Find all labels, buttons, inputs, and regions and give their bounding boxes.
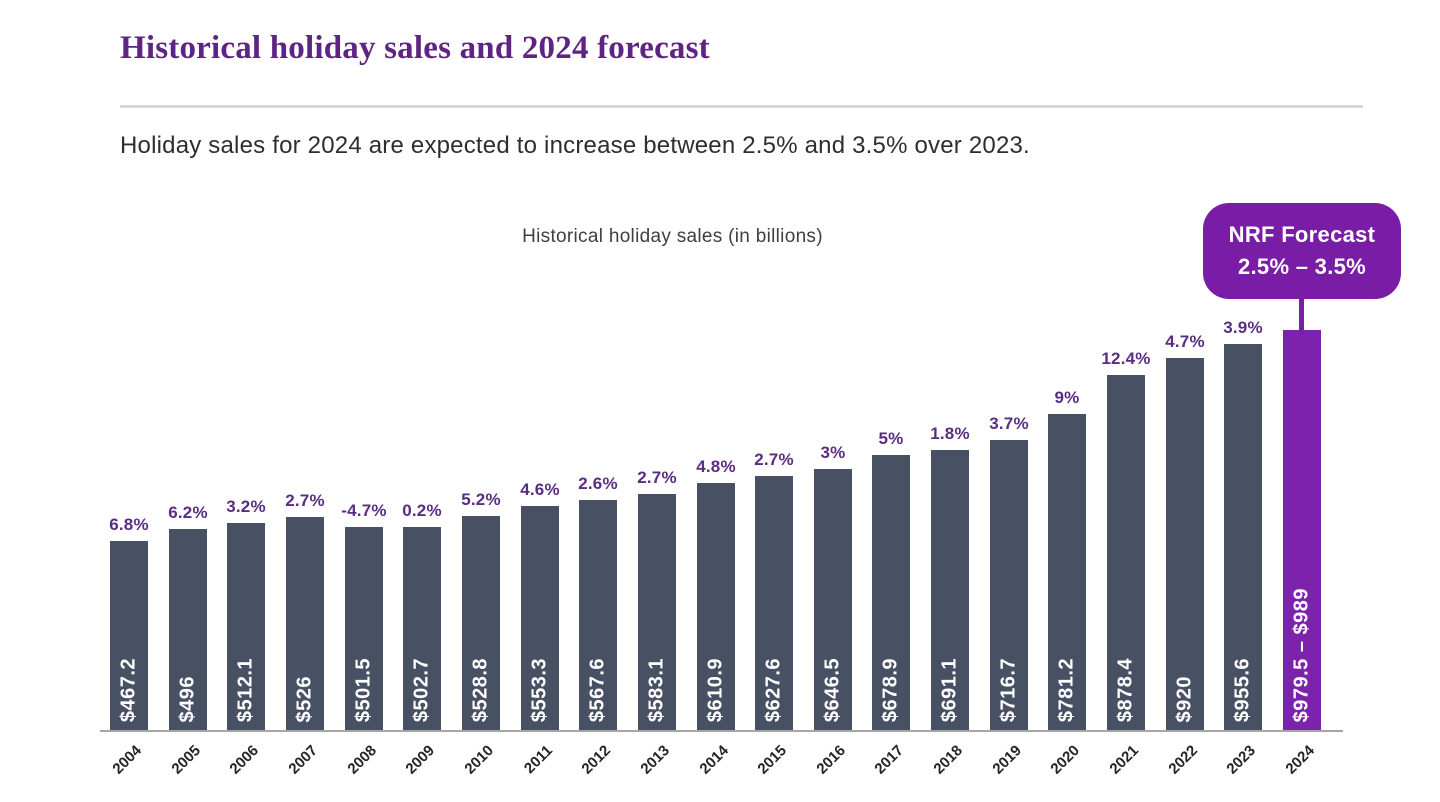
chart-title: Historical holiday sales (in billions): [522, 226, 823, 247]
bar-pct-label-2009: 0.2%: [402, 501, 442, 520]
bar-value-label-2005: $496: [176, 675, 199, 723]
bar-2023: $955.6: [1224, 344, 1262, 730]
bar-2021: $878.4: [1107, 375, 1145, 730]
year-label-2013: 2013: [637, 742, 674, 778]
x-axis-line: [100, 730, 1343, 732]
bar-value-label-2014: $610.9: [704, 657, 727, 722]
bar-2020: $781.2: [1048, 414, 1086, 730]
year-label-2015: 2015: [754, 742, 791, 778]
year-label-2016: 2016: [813, 742, 850, 778]
year-label-2012: 2012: [578, 742, 615, 778]
bar-pct-label-2004: 6.8%: [109, 515, 149, 534]
forecast-connector-line: [1299, 290, 1304, 335]
year-label-2014: 2014: [696, 742, 733, 778]
bar-value-label-2023: $955.6: [1231, 657, 1254, 722]
bar-2024: $979.5 – $989: [1283, 330, 1321, 730]
year-label-2006: 2006: [226, 742, 263, 778]
bar-value-label-2016: $646.5: [821, 657, 844, 722]
bar-pct-label-2013: 2.7%: [637, 468, 677, 487]
page-title: Historical holiday sales and 2024 foreca…: [120, 30, 710, 66]
bar-pct-label-2008: -4.7%: [341, 501, 387, 520]
year-label-2023: 2023: [1223, 742, 1260, 778]
year-label-2022: 2022: [1165, 742, 1202, 778]
bar-pct-label-2014: 4.8%: [696, 457, 736, 476]
bar-2005: $496: [169, 529, 207, 730]
bar-2004: $467.2: [110, 541, 148, 730]
bar-value-label-2020: $781.2: [1055, 657, 1078, 722]
bar-value-label-2011: $553.3: [528, 657, 551, 722]
bar-2014: $610.9: [697, 483, 735, 730]
bar-value-label-2010: $528.8: [469, 657, 492, 722]
bar-pct-label-2020: 9%: [1054, 388, 1080, 407]
bar-2009: $502.7: [403, 527, 441, 730]
year-label-2007: 2007: [285, 742, 322, 778]
year-label-2005: 2005: [168, 742, 205, 778]
year-label-2009: 2009: [402, 742, 439, 778]
bar-pct-label-2021: 12.4%: [1101, 349, 1151, 368]
year-label-2020: 2020: [1047, 742, 1084, 778]
bar-pct-label-2007: 2.7%: [285, 491, 325, 510]
bar-pct-label-2023: 3.9%: [1223, 318, 1263, 337]
bar-pct-label-2019: 3.7%: [989, 414, 1029, 433]
year-label-2019: 2019: [989, 742, 1026, 778]
bar-value-label-2008: $501.5: [352, 657, 375, 722]
title-divider: [120, 105, 1363, 108]
bar-pct-label-2022: 4.7%: [1165, 332, 1205, 351]
bar-value-label-2024: $979.5 – $989: [1290, 587, 1313, 722]
bar-2008: $501.5: [345, 527, 383, 730]
forecast-badge-line1: NRF Forecast: [1228, 222, 1376, 247]
page-subtitle: Holiday sales for 2024 are expected to i…: [120, 132, 1030, 159]
forecast-badge-line2: 2.5% – 3.5%: [1237, 254, 1367, 279]
year-label-2008: 2008: [344, 742, 381, 778]
bar-value-label-2015: $627.6: [762, 657, 785, 722]
bar-2012: $567.6: [579, 500, 617, 730]
nrf-forecast-badge: NRF Forecast 2.5% – 3.5%: [1203, 203, 1401, 299]
bar-2007: $526: [286, 517, 324, 730]
bar-value-label-2018: $691.1: [938, 657, 961, 722]
bar-2013: $583.1: [638, 494, 676, 730]
bar-value-label-2012: $567.6: [586, 657, 609, 722]
bar-pct-label-2010: 5.2%: [461, 490, 501, 509]
year-label-2004: 2004: [109, 742, 146, 778]
bar-2022: $920: [1166, 358, 1204, 730]
bar-value-label-2009: $502.7: [410, 657, 433, 722]
year-label-2017: 2017: [871, 742, 908, 778]
bar-value-label-2007: $526: [293, 675, 316, 723]
bar-pct-label-2016: 3%: [820, 443, 846, 462]
bar-2018: $691.1: [931, 450, 969, 730]
bar-value-label-2006: $512.1: [234, 657, 257, 722]
bar-2019: $716.7: [990, 440, 1028, 730]
bar-2015: $627.6: [755, 476, 793, 730]
bar-value-label-2022: $920: [1173, 675, 1196, 723]
bar-pct-label-2011: 4.6%: [520, 480, 560, 499]
bar-2006: $512.1: [227, 523, 265, 730]
bar-2010: $528.8: [462, 516, 500, 730]
bar-value-label-2017: $678.9: [879, 657, 902, 722]
bar-value-label-2019: $716.7: [997, 657, 1020, 722]
bar-pct-label-2015: 2.7%: [754, 450, 794, 469]
bar-pct-label-2018: 1.8%: [930, 424, 970, 443]
year-label-2024: 2024: [1282, 742, 1319, 778]
bar-pct-label-2006: 3.2%: [226, 497, 266, 516]
bar-value-label-2013: $583.1: [645, 657, 668, 722]
bar-pct-label-2012: 2.6%: [578, 474, 618, 493]
bar-2016: $646.5: [814, 469, 852, 730]
bar-pct-label-2017: 5%: [878, 429, 904, 448]
bar-pct-label-2005: 6.2%: [168, 503, 208, 522]
year-label-2021: 2021: [1106, 742, 1143, 778]
bar-2017: $678.9: [872, 455, 910, 730]
bar-2011: $553.3: [521, 506, 559, 730]
bar-value-label-2004: $467.2: [117, 657, 140, 722]
year-label-2011: 2011: [520, 742, 557, 778]
year-label-2018: 2018: [930, 742, 967, 778]
bar-value-label-2021: $878.4: [1114, 657, 1137, 722]
year-label-2010: 2010: [461, 742, 498, 778]
